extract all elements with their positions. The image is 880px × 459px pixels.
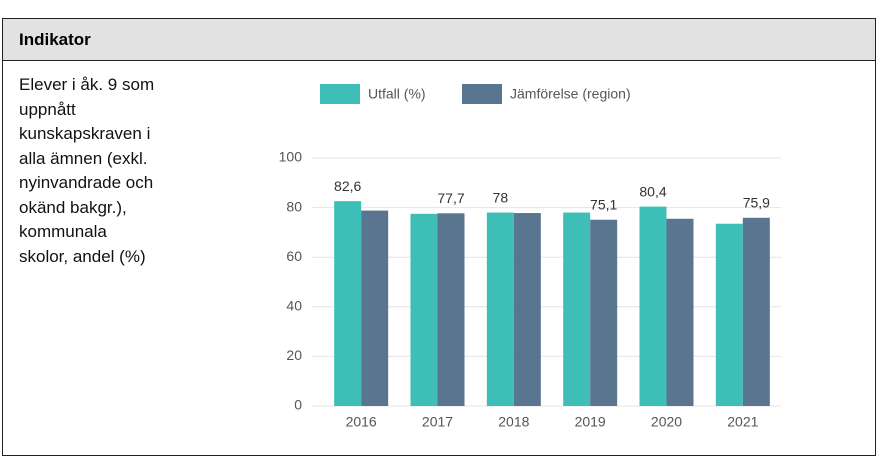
- header-cell: Indikator: [3, 19, 875, 61]
- bar: [437, 213, 465, 406]
- label-line: uppnått: [19, 99, 76, 119]
- data-label: 80,4: [639, 183, 666, 199]
- legend-swatch: [320, 84, 360, 104]
- y-tick-label: 80: [286, 198, 302, 214]
- bar: [742, 217, 770, 406]
- data-label: 78: [493, 189, 509, 205]
- bar: [410, 213, 438, 406]
- data-label: 77,7: [437, 190, 464, 206]
- data-label: 82,6: [334, 178, 361, 194]
- label-line: alla ämnen (exkl.: [19, 148, 148, 168]
- label-line: kunskapskraven i: [19, 124, 151, 143]
- y-tick-label: 100: [279, 149, 303, 165]
- bar: [666, 218, 694, 406]
- x-tick-label: 2021: [727, 414, 758, 430]
- bar: [590, 219, 618, 406]
- x-tick-label: 2016: [346, 414, 377, 430]
- bar: [486, 212, 514, 406]
- label-line: Elever i åk. 9 som: [19, 75, 155, 94]
- x-tick-label: 2020: [651, 414, 682, 430]
- bar: [361, 210, 389, 406]
- legend-swatch: [462, 84, 502, 104]
- legend-label: Jämförelse (region): [510, 86, 631, 102]
- label-line: okänd bakgr.),: [19, 197, 127, 217]
- bar: [513, 213, 541, 406]
- bar: [639, 206, 667, 406]
- x-tick-label: 2019: [575, 414, 606, 430]
- y-tick-label: 20: [286, 347, 302, 363]
- y-tick-label: 40: [286, 298, 302, 314]
- bar: [715, 223, 743, 406]
- data-label: 75,1: [590, 196, 617, 212]
- x-tick-label: 2018: [498, 414, 529, 430]
- indicator-label: Elever i åk. 9 som uppnått kunskapskraven …: [19, 73, 154, 269]
- legend-label: Utfall (%): [368, 86, 426, 102]
- y-tick-label: 0: [294, 397, 302, 413]
- table: Indikator Elever i åk. 9 som uppnått kunsk…: [2, 18, 876, 456]
- bar: [563, 212, 591, 406]
- label-line: nyinvandrade och: [19, 173, 154, 192]
- label-line: skolor, andel (%): [19, 246, 146, 266]
- data-label: 75,9: [743, 194, 770, 210]
- y-tick-label: 60: [286, 248, 302, 264]
- label-line: kommunala: [19, 222, 107, 241]
- bar: [334, 201, 362, 406]
- x-tick-label: 2017: [422, 414, 453, 430]
